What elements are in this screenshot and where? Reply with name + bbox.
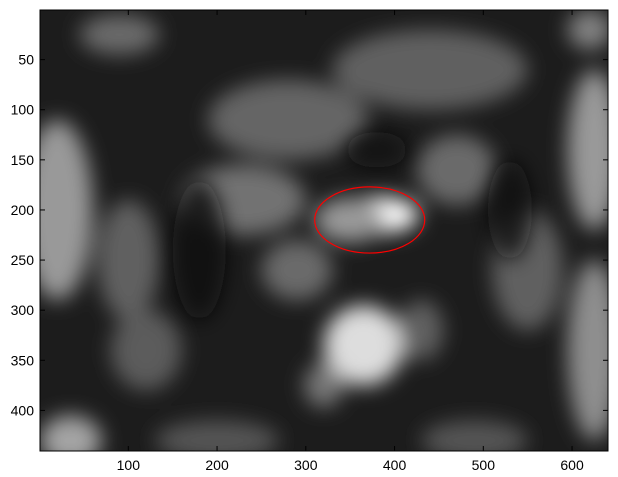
heatmap-intensity-layer [40,10,608,451]
x-axis: 100 200 300 400 500 600 [117,10,584,473]
intensity-blob [416,134,497,205]
intensity-blob [567,69,608,230]
intensity-blob [208,79,368,160]
x-tick-label: 200 [205,457,229,473]
x-tick-label: 100 [117,457,141,473]
y-tick-label: 50 [18,52,34,68]
intensity-blob [314,197,386,243]
intensity-blob [154,420,280,451]
intensity-blob [567,260,608,441]
heatmap-image [40,10,608,451]
intensity-blob [304,363,344,408]
y-tick-label: 300 [11,302,35,318]
intensity-blob [40,415,102,451]
y-tick-label: 250 [11,252,35,268]
heatmap-dark-layer [172,131,533,321]
x-tick-label: 600 [560,457,584,473]
y-tick-label: 200 [11,202,35,218]
intensity-blob [323,305,404,386]
intensity-blob [398,300,444,361]
intensity-blob [332,29,528,110]
y-tick-label: 150 [11,152,35,168]
intensity-blob [567,10,608,50]
intensity-blob [421,420,528,451]
intensity-blob [261,240,333,301]
x-tick-label: 500 [472,457,496,473]
intensity-blob [40,119,93,301]
dark-region [345,131,408,168]
y-tick-label: 100 [11,102,35,118]
x-tick-label: 400 [383,457,407,473]
y-axis: 50 100 150 200 250 300 350 400 [11,52,608,418]
dark-region [172,179,226,321]
intensity-blob [110,310,182,391]
annotation-ellipse [314,186,426,254]
y-tick-label: 400 [11,402,35,418]
intensity-blob [97,199,160,321]
intensity-blob [79,14,160,55]
axes-frame [39,9,609,452]
x-tick-label: 300 [294,457,318,473]
dark-region [487,159,533,261]
y-tick-label: 350 [11,352,35,368]
